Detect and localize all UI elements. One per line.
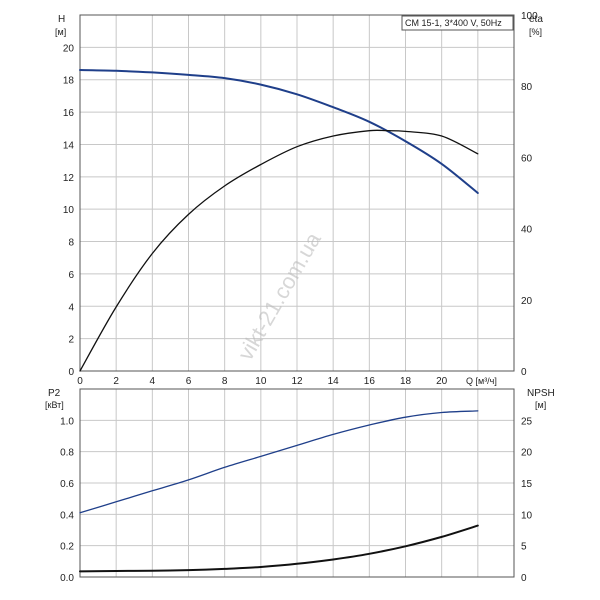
top-left-tick-label: 20 bbox=[63, 43, 75, 54]
bottom-series-right-line bbox=[79, 524, 479, 573]
top-right-tick-label: 20 bbox=[521, 296, 533, 307]
x-tick-label: 8 bbox=[222, 376, 228, 387]
top-series-left-line bbox=[79, 69, 479, 194]
top-right-tick-label: 60 bbox=[521, 153, 533, 164]
bottom-right-tick-label: 20 bbox=[521, 448, 533, 459]
x-tick-label: 0 bbox=[77, 376, 83, 387]
curves bbox=[79, 69, 479, 573]
bottom-left-tick-label: 1.0 bbox=[60, 416, 74, 427]
top-left-axis-unit: [м] bbox=[55, 27, 66, 37]
x-tick-label: 12 bbox=[291, 376, 303, 387]
top-left-axis-label: H bbox=[58, 14, 65, 25]
x-tick-label: 4 bbox=[150, 376, 156, 387]
title-box-frame bbox=[401, 15, 514, 31]
top-right-tick-label: 40 bbox=[521, 225, 533, 236]
top-series-right-line bbox=[79, 129, 479, 372]
bottom-right-tick-label: 10 bbox=[521, 510, 533, 521]
top-plot-frame bbox=[79, 14, 515, 372]
bottom-right-tick-label: 0 bbox=[521, 573, 527, 584]
top-right-axis-unit: [%] bbox=[529, 27, 542, 37]
x-tick-label: 14 bbox=[328, 376, 340, 387]
bottom-right-tick-label: 5 bbox=[521, 542, 527, 553]
top-left-tick-label: 12 bbox=[63, 173, 75, 184]
top-left-tick-label: 14 bbox=[63, 140, 75, 151]
top-left-tick-label: 10 bbox=[63, 205, 75, 216]
top-right-axis-label: eta bbox=[529, 14, 543, 25]
bottom-left-tick-label: 0.0 bbox=[60, 573, 74, 584]
top-left-tick-label: 0 bbox=[68, 367, 74, 378]
top-left-tick-label: 4 bbox=[68, 302, 74, 313]
bottom-left-tick-label: 0.2 bbox=[60, 542, 74, 553]
x-tick-label: 16 bbox=[364, 376, 376, 387]
x-tick-label: 10 bbox=[255, 376, 267, 387]
x-tick-label: 6 bbox=[186, 376, 192, 387]
title-box-text: CM 15-1, 3*400 V, 50Hz bbox=[405, 18, 502, 28]
top-right-tick-label: 100 bbox=[521, 11, 538, 22]
bottom-right-axis-unit: [м] bbox=[535, 400, 546, 410]
top-left-tick-label: 16 bbox=[63, 108, 75, 119]
bottom-plot-frame bbox=[79, 388, 515, 578]
bottom-left-tick-label: 0.4 bbox=[60, 510, 74, 521]
x-tick-label: 18 bbox=[400, 376, 412, 387]
bottom-right-tick-label: 25 bbox=[521, 416, 533, 427]
bottom-right-tick-label: 15 bbox=[521, 479, 533, 490]
x-axis-label: Q [м³/ч] bbox=[466, 376, 497, 386]
top-right-tick-label: 0 bbox=[521, 367, 527, 378]
top-right-tick-label: 80 bbox=[521, 82, 533, 93]
grid-layer bbox=[80, 15, 514, 577]
top-left-tick-label: 18 bbox=[63, 76, 75, 87]
bottom-right-axis-label: NPSH bbox=[527, 388, 555, 399]
top-left-tick-label: 6 bbox=[68, 270, 74, 281]
x-tick-label: 20 bbox=[436, 376, 448, 387]
bottom-left-axis-label: P2 bbox=[48, 388, 61, 399]
top-left-tick-label: 2 bbox=[68, 335, 74, 346]
bottom-series-left-line bbox=[79, 410, 479, 514]
top-left-tick-label: 8 bbox=[68, 238, 74, 249]
bottom-left-tick-label: 0.8 bbox=[60, 448, 74, 459]
bottom-left-tick-label: 0.6 bbox=[60, 479, 74, 490]
x-tick-label: 2 bbox=[113, 376, 119, 387]
watermark-text: vikt-21.com.ua bbox=[233, 227, 327, 364]
bottom-left-axis-unit: [кВт] bbox=[45, 400, 64, 410]
